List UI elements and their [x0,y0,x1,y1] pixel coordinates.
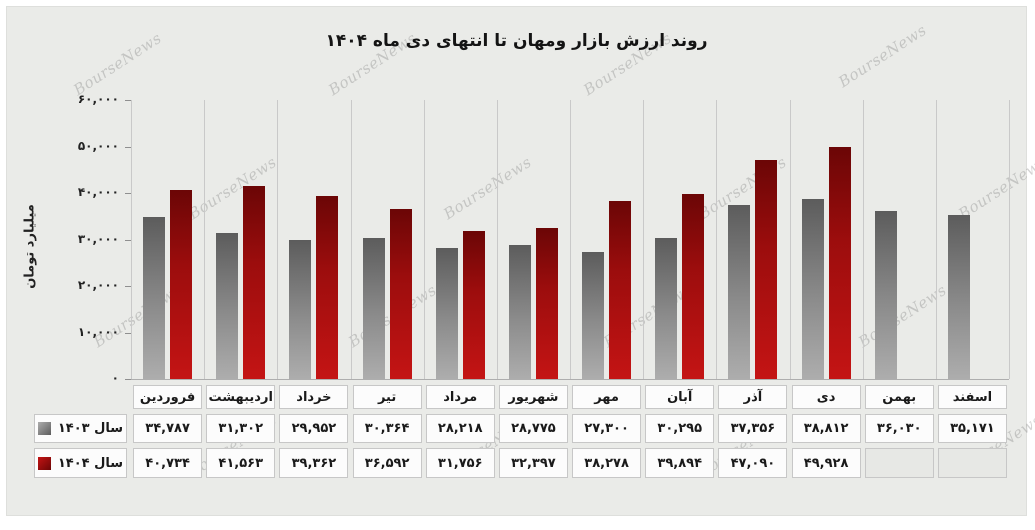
value-cell: ۳۹,۳۶۲ [279,448,349,478]
value-cell: ۲۹,۹۵۲ [279,414,349,443]
legend-cell-سال ۱۴۰۴: سال ۱۴۰۴ [34,448,127,478]
gridline [862,100,864,379]
bar-1403-6 [582,252,605,379]
y-axis-tick-mark [125,146,131,148]
gridline [277,100,279,379]
bar-1403-10 [874,211,897,379]
y-axis-tick-mark [125,193,131,194]
chart-card: BourseNews BourseNews BourseNews BourseNews… [6,6,1035,516]
value-cell: ۴۷,۰۹۰ [718,448,788,478]
value-cell: ۳۰,۳۶۴ [352,414,422,443]
month-header-cell: دی [791,385,861,409]
y-axis-tick-label: ۲۰,۰۰۰ [77,278,119,292]
value-cell [864,448,934,478]
y-axis-title: میلیارد تومان [22,204,38,289]
y-axis-tick-label: ۵۰,۰۰۰ [77,138,119,153]
value-cell: ۲۸,۲۱۸ [425,414,495,443]
month-header-cell: فروردین [133,385,203,409]
value-cell: ۳۱,۳۰۲ [206,414,276,443]
month-header-cell: مرداد [425,385,495,409]
y-axis-tick-mark [125,239,131,241]
legend-label: سال ۱۴۰۴ [57,455,124,471]
value-cell: ۳۲,۳۹۷ [498,448,568,478]
value-cell: ۲۷,۳۰۰ [572,414,642,443]
month-header-cell: تیر [352,385,422,409]
legend-swatch [37,456,51,470]
y-axis-tick-label: ۳۰,۰۰۰ [77,231,119,246]
bar-1403-1 [216,233,239,379]
value-cell: ۴۱,۵۶۳ [206,448,276,478]
y-axis-tick-mark [125,379,131,380]
value-cell: ۳۸,۸۱۲ [791,414,861,443]
month-header-cell: آبان [645,385,715,409]
y-axis-tick-mark [125,100,131,101]
y-axis-tick-mark [125,286,131,287]
month-header-cell: بهمن [864,385,934,409]
bar-1404-6 [609,201,632,379]
bar-1404-2 [316,195,339,379]
y-axis-tick-label: ۱۰,۰۰۰ [77,324,119,339]
value-cell: ۳۶,۵۹۲ [352,448,422,478]
bar-1404-3 [389,208,412,379]
bar-1404-0 [170,189,193,379]
legend-label: سال ۱۴۰۳ [57,421,124,436]
value-cell: ۳۴,۷۸۷ [133,414,203,443]
gridline [716,100,718,379]
y-axis-tick-label: ۶۰,۰۰۰ [77,92,119,106]
gridline [643,100,645,379]
month-header-cell: اردیبهشت [206,385,276,409]
legend-swatch [37,422,51,435]
month-header-cell: آذر [718,385,788,409]
value-cell: ۳۰,۲۹۵ [645,414,715,443]
gridline [789,100,791,379]
gridline [496,100,498,379]
value-cell: ۳۸,۲۷۸ [572,448,642,478]
bar-1404-7 [682,193,705,379]
value-cell: ۳۱,۷۵۶ [425,448,495,478]
gridline [423,100,425,379]
bar-1403-2 [289,239,312,379]
bar-1403-3 [362,237,385,379]
bar-1404-1 [243,185,266,379]
month-header-cell: خرداد [279,385,349,409]
y-axis-tick-mark [125,332,131,334]
bar-1403-8 [728,205,751,379]
y-axis-tick-label: ۴۰,۰۰۰ [77,185,119,199]
bar-1404-5 [535,228,558,379]
value-cell: ۴۰,۷۳۴ [133,448,203,478]
gridline [131,100,132,379]
value-cell: ۳۶,۰۳۰ [864,414,934,443]
gridline [350,100,352,379]
plot-area [131,100,1010,379]
month-header-cell: شهریور [498,385,568,409]
bar-1403-7 [655,238,678,379]
bar-1403-4 [435,247,458,379]
value-cell: ۲۸,۷۷۵ [498,414,568,443]
chart-title: روند ارزش بازار ومهان تا انتهای دی ماه ۱… [325,31,708,51]
month-header-cell: اسفند [937,385,1007,409]
value-cell [937,448,1007,478]
x-axis-line [131,379,1009,380]
month-header-cell: مهر [572,385,642,409]
gridline [935,100,937,379]
y-axis-tick-label: ۰ [111,371,119,385]
value-cell: ۳۵,۱۷۱ [937,414,1007,443]
value-cell: ۴۹,۹۲۸ [791,448,861,478]
bar-1404-8 [755,160,778,379]
gridline [204,100,206,379]
value-cell: ۳۹,۸۹۴ [645,448,715,478]
bar-1403-11 [947,215,970,379]
bar-1403-5 [508,245,531,379]
value-cell: ۳۷,۳۵۶ [718,414,788,443]
legend-cell-سال ۱۴۰۳: سال ۱۴۰۳ [34,414,127,443]
gridline [570,100,571,379]
bar-1403-0 [143,217,166,379]
gridline [1009,100,1010,379]
bar-1403-9 [801,198,824,379]
bar-1404-4 [462,231,485,379]
bar-1404-9 [828,146,851,379]
